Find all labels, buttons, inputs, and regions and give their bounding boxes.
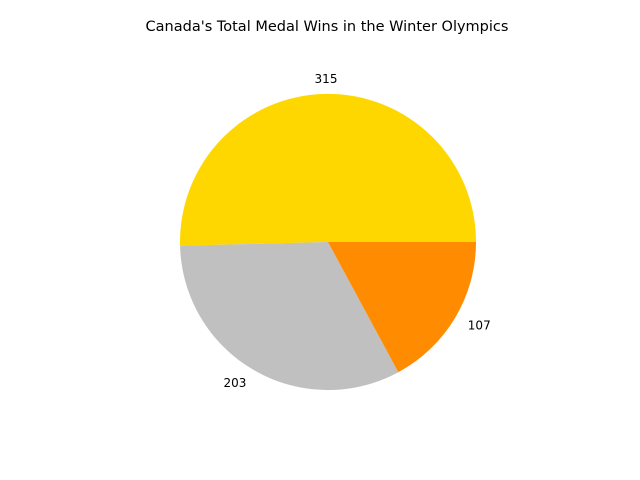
slice-value-label: 107	[468, 318, 491, 332]
pie-slice-203	[180, 242, 399, 391]
slice-value-label: 203	[223, 376, 246, 390]
pie-slices	[180, 93, 477, 391]
pie-slice-labels: 315 203 107	[223, 72, 490, 390]
pie-slice-107	[328, 242, 476, 373]
slice-value-label: 315	[315, 72, 338, 86]
chart-title: Canada's Total Medal Wins in the Winter …	[146, 19, 509, 35]
pie-slice-315	[180, 93, 477, 246]
